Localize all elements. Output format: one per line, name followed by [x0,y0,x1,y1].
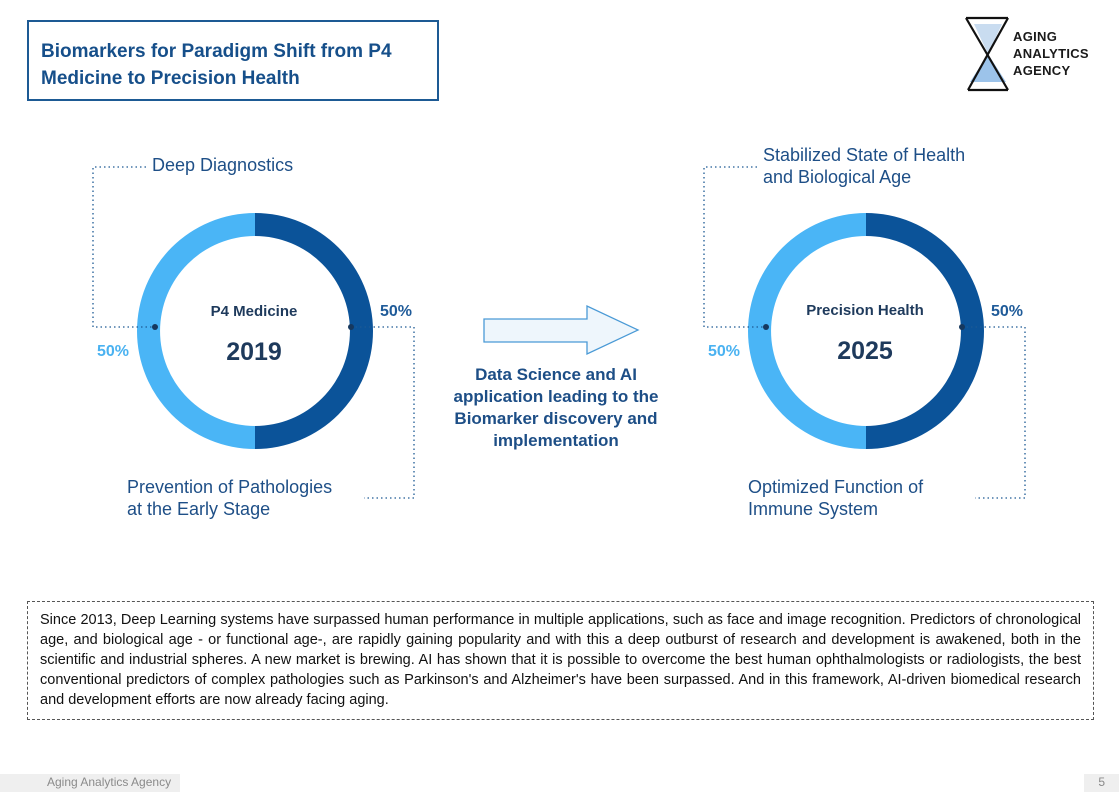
donut-chart-precision [748,213,984,449]
leader-line-stabilized-state [703,166,766,328]
pct-label-stabilized-state: 50% [708,343,741,360]
logo-text: AGING ANALYTICS AGENCY [1013,28,1089,79]
arrow-caption: Data Science and AI application leading … [453,365,659,450]
title-box: Biomarkers for Paradigm Shift from P4 Me… [27,20,439,101]
hourglass-icon [965,16,1009,92]
leader-dot-stabilized-state [763,324,769,330]
donut-slice-optimized-function [866,213,984,449]
slice-label-deep-diagnostics: Deep Diagnostics [152,155,294,175]
center-year-p4: 2019 [226,338,282,366]
footer-bar [0,774,180,792]
logo-line-1: AGING [1013,29,1058,44]
pct-label-deep-diagnostics: 50% [97,343,130,360]
leader-line-deep-diagnostics [92,166,155,328]
donut-chart-p4 [137,213,373,449]
logo-line-3: AGENCY [1013,63,1071,78]
donut-slice-prevention [255,213,373,449]
right-arrow-icon [483,304,640,356]
leader-dot-prevention [348,324,354,330]
leader-dot-optimized-function [959,324,965,330]
slice-label-prevention: Prevention of Pathologies at the Early S… [127,477,333,519]
center-title-precision: Precision Health [806,302,924,319]
page-title-line-1: Biomarkers for Paradigm Shift from P4 [41,41,392,62]
page-title-line-2: Medicine to Precision Health [41,68,300,89]
slice-label-stabilized-state: Stabilized State of Health and Biologica… [763,145,966,187]
leader-dot-deep-diagnostics [152,324,158,330]
center-year-precision: 2025 [837,337,893,365]
donut-slice-stabilized-state [748,213,866,449]
leader-line-optimized-function [962,326,1026,499]
page-number: 5 [1098,775,1105,789]
agency-logo: AGING ANALYTICS AGENCY [964,16,1104,94]
pct-label-prevention: 50% [380,303,413,320]
logo-line-2: ANALYTICS [1013,46,1089,61]
leader-line-prevention [351,326,415,499]
slice-label-optimized-function: Optimized Function of Immune System [748,477,924,519]
page-number-bg [1084,774,1119,792]
center-title-p4: P4 Medicine [210,303,298,320]
pct-label-optimized-function: 50% [991,303,1024,320]
description-note: Since 2013, Deep Learning systems have s… [27,601,1094,720]
footer-source: Aging Analytics Agency [47,775,172,789]
donut-slice-deep-diagnostics [137,213,255,449]
